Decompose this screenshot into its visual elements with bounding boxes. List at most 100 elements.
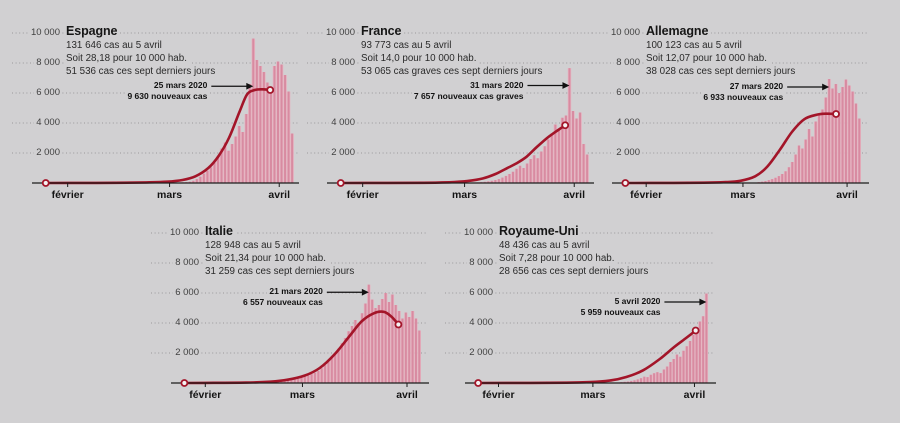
annotation-date: 21 mars 2020 bbox=[267, 286, 325, 297]
annotation-label: 6 933 nouveaux cas bbox=[701, 92, 786, 102]
y-tick-label: 2 000 bbox=[614, 147, 642, 158]
annotation-arrow bbox=[527, 82, 570, 89]
gridlines bbox=[445, 232, 714, 354]
annotation-arrow bbox=[326, 288, 369, 296]
line-end-marker bbox=[561, 121, 570, 130]
stat-line: 100 123 cas au 5 avril bbox=[644, 40, 745, 51]
month-label: mars bbox=[730, 189, 756, 201]
month-label: avril bbox=[268, 189, 291, 201]
month-label: avril bbox=[683, 389, 706, 401]
annotation-arrow bbox=[211, 82, 254, 90]
month-label: avril bbox=[396, 389, 418, 401]
y-tick-label: 8 000 bbox=[614, 57, 642, 68]
y-tick-label: 6 000 bbox=[614, 87, 642, 98]
line-end-marker bbox=[691, 326, 700, 335]
y-tick-label: 8 000 bbox=[173, 257, 201, 268]
chart-royaume-uni: Royaume-Uni 48 436 cas au 5 avril Soit 7,2… bbox=[437, 212, 733, 412]
annotation-date: 31 mars 2020 bbox=[468, 79, 526, 90]
line-end-marker bbox=[394, 320, 403, 329]
chart-allemagne: Allemagne 100 123 cas au 5 avril Soit 12,0… bbox=[584, 12, 880, 212]
stat-line: 128 948 cas au 5 avril bbox=[203, 240, 304, 251]
y-tick-label: 2 000 bbox=[329, 147, 357, 158]
month-label: février bbox=[630, 189, 663, 201]
annotation-label: 5 959 nouveaux cas bbox=[578, 307, 663, 317]
annotation-date: 5 avril 2020 bbox=[612, 296, 663, 306]
y-tick-label: 8 000 bbox=[467, 257, 495, 268]
y-tick-label: 8 000 bbox=[34, 57, 62, 68]
month-label: février bbox=[346, 189, 379, 201]
y-tick-label: 10 000 bbox=[323, 27, 357, 38]
line-start-marker bbox=[41, 179, 50, 187]
line-start-marker bbox=[474, 379, 483, 387]
month-label: mars bbox=[452, 189, 478, 201]
chart-title: France bbox=[359, 24, 405, 38]
bars-series bbox=[468, 68, 589, 183]
stat-line: 131 646 cas au 5 avril bbox=[64, 40, 165, 51]
bars-series bbox=[272, 284, 421, 383]
stat-line: 51 536 cas ces sept derniers jours bbox=[64, 66, 219, 77]
month-label: février bbox=[482, 389, 515, 401]
stat-line: 48 436 cas au 5 avril bbox=[497, 240, 593, 251]
chart-title: Italie bbox=[203, 224, 236, 238]
y-tick-label: 4 000 bbox=[614, 117, 642, 128]
chart-title: Espagne bbox=[64, 24, 121, 38]
chart-title: Allemagne bbox=[644, 24, 712, 38]
stat-line: 31 259 cas ces sept derniers jours bbox=[203, 266, 358, 277]
y-tick-label: 10 000 bbox=[461, 227, 495, 238]
line-start-marker bbox=[621, 179, 630, 187]
y-tick-label: 10 000 bbox=[28, 27, 62, 38]
annotation-date: 25 mars 2020 bbox=[151, 80, 210, 91]
line-end-marker bbox=[832, 110, 840, 118]
stat-line: Soit 21,34 pour 10 000 hab. bbox=[203, 253, 329, 264]
annotation-arrow bbox=[787, 83, 830, 91]
y-tick-label: 10 000 bbox=[167, 227, 201, 238]
chart-france: France 93 773 cas au 5 avril Soit 14,0 pou… bbox=[299, 12, 595, 212]
y-tick-label: 4 000 bbox=[173, 317, 201, 328]
stat-line: 38 028 cas ces sept derniers jours bbox=[644, 66, 799, 77]
line-start-marker bbox=[180, 379, 189, 387]
chart-italie: Italie 128 948 cas au 5 avril Soit 21,34 p… bbox=[143, 212, 439, 412]
stat-line: 28 656 cas ces sept derniers jours bbox=[497, 266, 652, 277]
chart-espagne: Espagne 131 646 cas au 5 avril Soit 28,18 … bbox=[4, 12, 300, 212]
stat-line: Soit 12,07 pour 10 000 hab. bbox=[644, 53, 770, 64]
y-tick-label: 4 000 bbox=[329, 117, 357, 128]
y-tick-label: 6 000 bbox=[34, 87, 62, 98]
plot-svg bbox=[151, 232, 429, 387]
annotation-date: 27 mars 2020 bbox=[727, 81, 786, 91]
y-tick-label: 10 000 bbox=[608, 27, 642, 38]
y-tick-label: 6 000 bbox=[173, 287, 201, 298]
stat-line: Soit 28,18 pour 10 000 hab. bbox=[64, 53, 190, 64]
month-label: mars bbox=[289, 389, 315, 401]
y-tick-label: 2 000 bbox=[467, 347, 495, 358]
annotation-label: 9 630 nouveaux cas bbox=[125, 91, 210, 102]
y-tick-label: 6 000 bbox=[467, 287, 495, 298]
plot-svg bbox=[445, 232, 716, 387]
annotation-arrow bbox=[664, 298, 707, 306]
bars-series bbox=[166, 38, 294, 183]
line-end-marker bbox=[266, 86, 275, 94]
bars-series bbox=[619, 293, 709, 383]
stat-line: 53 065 cas graves ces sept derniers jour… bbox=[359, 66, 546, 77]
y-tick-label: 2 000 bbox=[173, 347, 201, 358]
y-tick-label: 4 000 bbox=[34, 117, 62, 128]
annotation-label: 7 657 nouveaux cas graves bbox=[411, 90, 526, 101]
plot-svg bbox=[12, 32, 300, 187]
y-tick-label: 8 000 bbox=[329, 57, 357, 68]
y-tick-label: 4 000 bbox=[467, 317, 495, 328]
stat-line: Soit 14,0 pour 10 000 hab. bbox=[359, 53, 480, 64]
month-label: avril bbox=[563, 189, 586, 201]
line-start-marker bbox=[336, 179, 345, 187]
month-label: mars bbox=[157, 189, 183, 201]
month-label: février bbox=[51, 189, 84, 201]
y-tick-label: 2 000 bbox=[34, 147, 62, 158]
chart-title: Royaume-Uni bbox=[497, 224, 582, 238]
month-label: février bbox=[189, 389, 222, 401]
stat-line: 93 773 cas au 5 avril bbox=[359, 40, 455, 51]
month-label: mars bbox=[580, 389, 606, 401]
bars-series bbox=[757, 79, 861, 183]
plot-svg bbox=[592, 32, 869, 187]
stat-line: Soit 7,28 pour 10 000 hab. bbox=[497, 253, 618, 264]
y-tick-label: 6 000 bbox=[329, 87, 357, 98]
month-label: avril bbox=[836, 189, 858, 201]
